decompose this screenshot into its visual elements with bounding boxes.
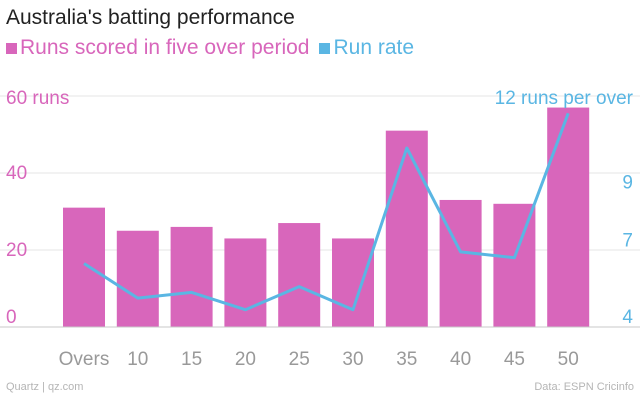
axes: 0 20 40 60 runs 4 7 9 12 runs per over Overs 10 15… (0, 88, 640, 370)
legend: Runs scored in five over period Run rate (6, 36, 424, 60)
bar-10 (116, 230, 159, 327)
bar-25 (278, 223, 321, 327)
x-tick-label: 45 (504, 349, 525, 370)
bar-20 (224, 238, 267, 327)
right-axis-tick: 4 (622, 307, 633, 328)
legend-label-rate: Run rate (333, 36, 415, 59)
right-axis-tick: 9 (622, 173, 633, 194)
chart-title: Australia's batting performance (6, 6, 295, 29)
x-tick-label: 10 (127, 349, 148, 370)
bar-Overs (63, 207, 105, 327)
right-axis-tick: 12 runs per over (495, 88, 634, 109)
x-tick-label: 50 (558, 349, 579, 370)
left-axis-tick: 0 (6, 307, 17, 328)
x-tick-label: 40 (450, 349, 471, 370)
legend-item-runs: Runs scored in five over period (6, 36, 309, 60)
footer-credit: Quartz | qz.com (6, 381, 84, 393)
x-tick-label: 20 (235, 349, 256, 370)
legend-swatch-runs (6, 42, 17, 54)
x-tick-label: 25 (289, 349, 310, 370)
right-axis-tick: 7 (622, 230, 633, 251)
legend-label-runs: Runs scored in five over period (20, 36, 310, 59)
footer-source: Data: ESPN Cricinfo (534, 381, 634, 393)
run-rate-line (83, 112, 570, 312)
bar-30 (332, 238, 374, 327)
left-axis-tick: 40 (6, 163, 27, 184)
bar-15 (170, 226, 213, 327)
x-tick-label: Overs (59, 349, 110, 370)
x-tick-label: 15 (181, 349, 202, 370)
legend-item-rate: Run rate (319, 36, 414, 60)
bar-series (63, 107, 590, 327)
line-series (83, 112, 570, 312)
bar-40 (439, 199, 482, 327)
x-tick-label: 30 (342, 349, 363, 370)
bar-35 (385, 130, 428, 327)
bar-50 (547, 107, 590, 327)
left-axis-tick: 60 runs (6, 88, 69, 109)
x-tick-label: 35 (396, 349, 417, 370)
left-axis-tick: 20 (6, 240, 27, 261)
legend-swatch-rate (319, 42, 331, 54)
